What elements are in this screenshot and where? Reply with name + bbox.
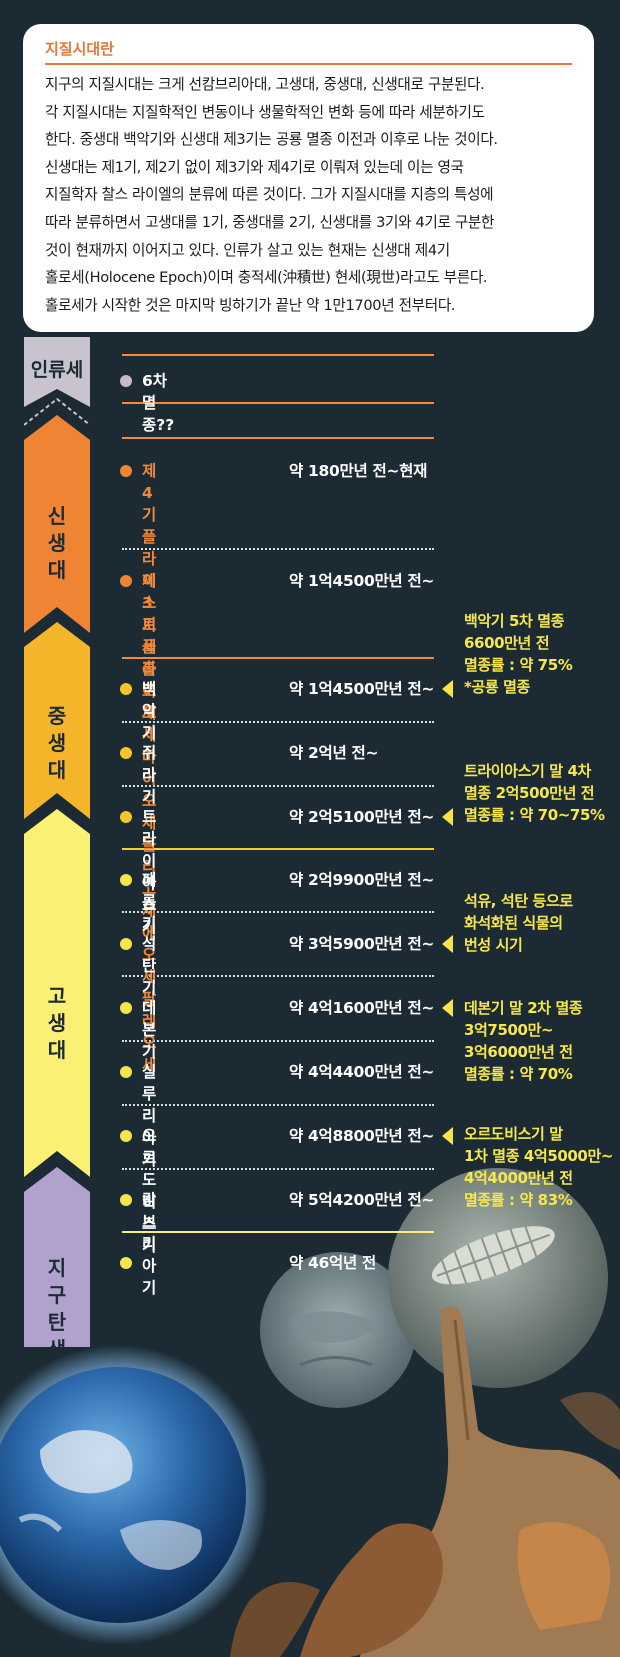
- era-label-paleozoic-1: 고: [47, 984, 67, 1008]
- bullet-icon: [120, 1066, 132, 1078]
- intro-line: 따라 분류하면서 고생대를 1기, 중생대를 2기, 신생대를 3기와 4기로 …: [45, 213, 495, 231]
- divider: [122, 437, 434, 439]
- bullet-icon: [120, 938, 132, 950]
- bullet-icon: [120, 1130, 132, 1142]
- bullet-icon: [120, 375, 132, 387]
- earth-illustration: [0, 1345, 268, 1645]
- row-date: 약 3억5900만년 전~: [289, 935, 435, 953]
- bullet-icon: [120, 575, 132, 587]
- row-date: 약 2억년 전~: [289, 744, 379, 762]
- background-illustration: [0, 1168, 620, 1657]
- divider: [122, 1231, 434, 1233]
- fossil-image-left: [260, 1252, 416, 1408]
- row-date: 약 2억5100만년 전~: [289, 808, 435, 826]
- row-name: 백악기: [142, 680, 157, 742]
- row-date: 약 1억4500만년 전~: [289, 680, 435, 698]
- era-label-mesozoic-1: 중: [47, 704, 67, 728]
- row-date: 약 180만년 전~현재: [289, 462, 428, 480]
- era-band-cenozoic: [24, 415, 90, 633]
- row-name: 오르도비스기: [142, 1127, 157, 1255]
- bullet-icon: [120, 1002, 132, 1014]
- divider: [122, 1104, 434, 1106]
- row-date: 약 4억8800만년 전~: [289, 1127, 435, 1145]
- row-name: 6차 멸종??: [142, 372, 175, 434]
- era-band-paleozoic: [24, 809, 90, 1177]
- row-name: 페름기: [142, 871, 157, 933]
- note-ordovician-extinction: 오르도비스기 말 1차 멸종 4억5000만~ 4억4000만년 전 멸종률 :…: [464, 1125, 614, 1209]
- intro-line: 신생대는 제1기, 제2기 없이 제3기와 제4기로 이뤄져 있는데 이는 영국: [45, 158, 464, 176]
- row-name: 데본기: [142, 999, 157, 1061]
- intro-box: 지질시대란 지구의 지질시대는 크게 선캄브리아대, 고생대, 중생대, 신생대…: [23, 24, 594, 332]
- divider: [122, 402, 434, 404]
- dinosaur-illustration: [230, 1306, 620, 1657]
- era-label-earth-1: 지: [47, 1256, 67, 1280]
- arrow-icon: [442, 808, 453, 826]
- row-date: 약 2억9900만년 전~: [289, 871, 435, 889]
- divider: [122, 721, 434, 723]
- era-label-mesozoic-3: 대: [47, 758, 67, 782]
- arrow-icon: [442, 935, 453, 953]
- divider: [122, 354, 434, 356]
- row-name: 캄브리아기: [142, 1191, 157, 1297]
- row-date: 약 4억1600만년 전~: [289, 999, 435, 1017]
- era-label-human: 인류세: [30, 359, 84, 381]
- divider: [122, 975, 434, 977]
- row-date: 약 46억년 전: [289, 1254, 377, 1272]
- divider: [122, 548, 434, 550]
- row-name: 제3기 플라이오세 마이오세 올리고세 에오세 팔레오세: [142, 572, 157, 1074]
- bullet-icon: [120, 683, 132, 695]
- intro-line: 홀로세가 시작한 것은 마지막 빙하기가 끝난 약 1만1700년 전부터다.: [45, 296, 456, 314]
- intro-line: 한다. 중생대 백악기와 신생대 제3기는 공룡 멸종 이전과 이후로 나눈 것…: [45, 131, 498, 149]
- arrow-icon: [442, 680, 453, 698]
- row-name: 쥐라기: [142, 744, 157, 806]
- row-name: 제4기 플라이스토세 홀로세: [142, 462, 157, 722]
- era-label-earth-3: 탄: [47, 1310, 67, 1334]
- era-label-mesozoic-2: 생: [47, 731, 67, 755]
- arrow-icon: [442, 999, 453, 1017]
- era-label-paleozoic-3: 대: [47, 1038, 67, 1062]
- row-name: 트라이아스기: [142, 808, 157, 936]
- divider: [122, 785, 434, 787]
- intro-line: 각 지질시대는 지질학적인 변동이나 생물학적인 변화 등에 따라 세분하기도: [45, 103, 485, 121]
- note-cretaceous-extinction: 백악기 5차 멸종 6600만년 전 멸종률 : 약 75% *공룡 멸종: [464, 612, 573, 696]
- row-name: 실루리아기: [142, 1063, 157, 1169]
- divider: [122, 1040, 434, 1042]
- era-label-cenozoic-2: 생: [47, 531, 67, 555]
- intro-line: 지질학자 찰스 라이엘의 분류에 따른 것이다. 그가 지질시대를 지층의 특성…: [45, 186, 494, 204]
- row-name: 석탄기: [142, 935, 157, 997]
- bullet-icon: [120, 811, 132, 823]
- note-triassic-extinction: 트라이아스기 말 4차 멸종 2억500만년 전 멸종률 : 약 70~75%: [464, 762, 605, 824]
- intro-title: 지질시대란: [45, 38, 572, 65]
- intro-body: 지구의 지질시대는 크게 선캄브리아대, 고생대, 중생대, 신생대로 구분된다…: [45, 71, 572, 319]
- bullet-icon: [120, 747, 132, 759]
- era-label-cenozoic-3: 대: [47, 558, 67, 582]
- note-carboniferous: 석유, 석탄 등으로 화석화된 식물의 번성 시기: [464, 892, 573, 954]
- row-date: 약 1억4500만년 전~: [289, 572, 435, 590]
- era-label-earth-2: 구: [47, 1283, 67, 1307]
- era-band-mesozoic: [24, 622, 90, 819]
- divider: [122, 911, 434, 913]
- intro-line: 것이 현재까지 이어지고 있다. 인류가 살고 있는 현재는 신생대 제4기: [45, 241, 450, 259]
- bullet-icon: [120, 1257, 132, 1269]
- bullet-icon: [120, 1194, 132, 1206]
- note-devonian-extinction: 데본기 말 2차 멸종 3억7500만~ 3억6000만년 전 멸종률 : 약 …: [464, 999, 583, 1083]
- row-date: 약 4억4400만년 전~: [289, 1063, 435, 1081]
- era-label-earth-4: 생: [47, 1337, 67, 1361]
- divider: [122, 657, 434, 659]
- era-band-human: [24, 337, 90, 407]
- era-band-earth: [24, 1167, 90, 1347]
- bullet-icon: [120, 874, 132, 886]
- intro-line: 홀로세(Holocene Epoch)이며 충적세(沖積世) 현세(現世)라고도…: [45, 269, 488, 287]
- divider: [122, 1168, 434, 1170]
- era-label-paleozoic-2: 생: [47, 1011, 67, 1035]
- era-label-cenozoic-1: 신: [47, 504, 67, 528]
- intro-line: 지구의 지질시대는 크게 선캄브리아대, 고생대, 중생대, 신생대로 구분된다…: [45, 76, 485, 93]
- bullet-icon: [120, 465, 132, 477]
- arrow-icon: [442, 1127, 453, 1145]
- divider: [122, 848, 434, 850]
- row-date: 약 5억4200만년 전~: [289, 1191, 435, 1209]
- era-bands: [24, 337, 90, 1347]
